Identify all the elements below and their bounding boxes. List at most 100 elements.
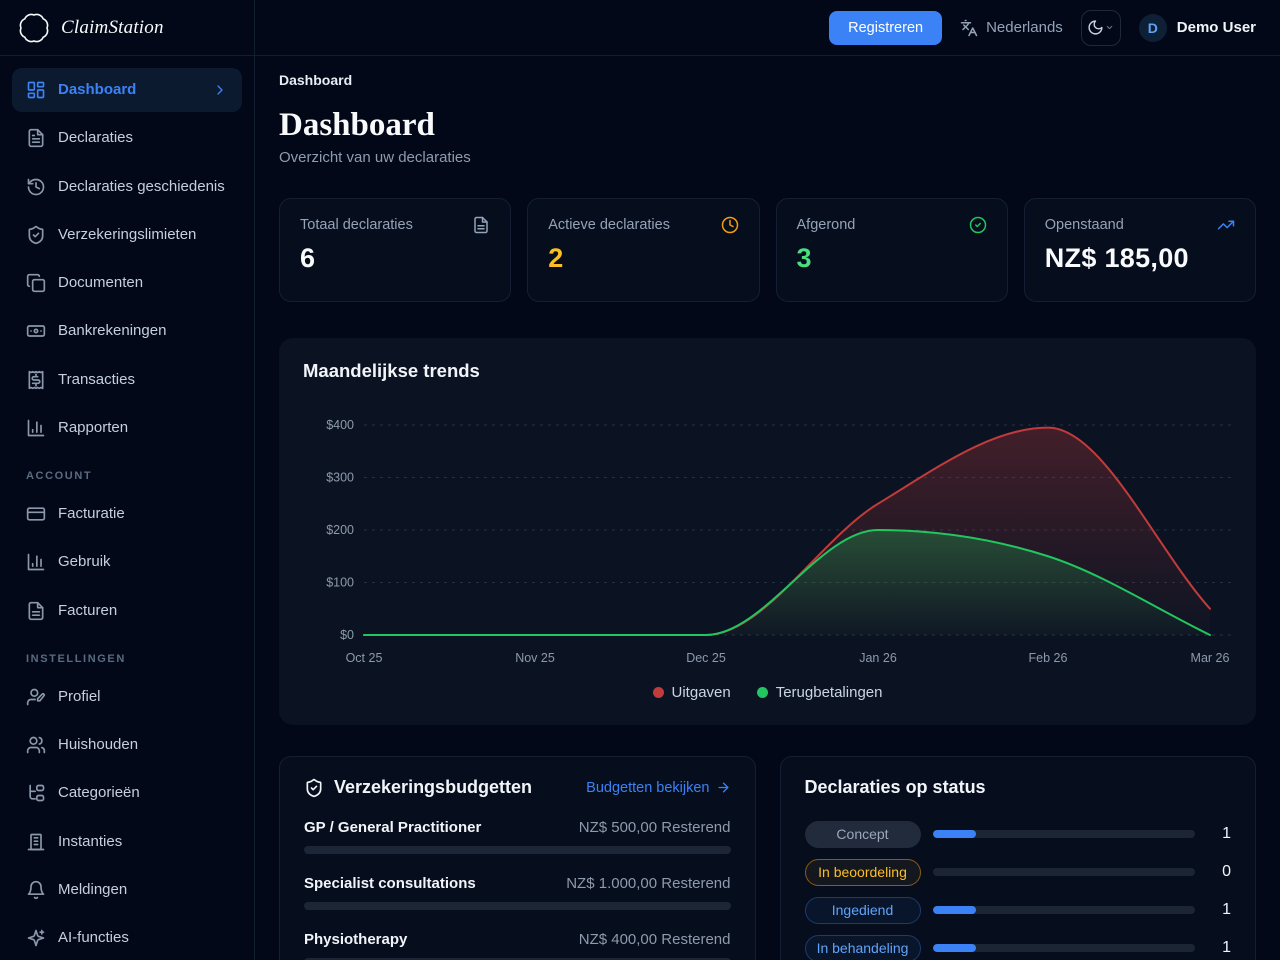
sidebar-item-declaraties[interactable]: Declaraties [12,116,242,160]
budget-name: GP / General Practitioner [304,819,482,836]
stat-card-actief: Actieve declaraties 2 [527,198,760,302]
stat-label: Openstaand [1044,217,1124,233]
copy-documents-icon [26,273,46,293]
trend-area-chart: $0 $100 $200 $300 $400 Oct 25 Nov 25 Dec 25 Jan … [326,418,1231,665]
bar-chart-icon [26,552,46,572]
stat-label: Actieve declaraties [548,217,670,233]
stat-card-totaal: Totaal declaraties 6 [279,198,512,302]
link-label: Budgetten bekijken [586,779,710,796]
svg-text:Feb 26: Feb 26 [1029,651,1068,665]
sidebar-item-huishouden[interactable]: Huishouden [12,723,242,767]
sidebar-item-label: Facturen [58,601,118,619]
theme-toggle-button[interactable] [1080,9,1121,46]
sparkles-icon [26,928,46,948]
user-menu[interactable]: D Demo User [1138,13,1256,42]
status-count: 1 [1222,825,1231,842]
sidebar-item-label: Verzekeringslimieten [58,225,197,243]
stat-card-openstaand: Openstaand NZ$ 185,00 [1023,198,1256,302]
status-badge: Concept [804,820,921,848]
monthly-trends-card: Maandelijkse trends $0 $100 $200 $300 $400 Oc… [279,338,1256,725]
stat-value: 6 [300,243,316,273]
sidebar-item-label: Transacties [58,370,135,388]
sidebar-item-label: Declaraties [58,129,134,147]
status-count: 1 [1222,901,1231,918]
topbar: Registreren Nederlands D Demo User [255,0,1280,56]
sidebar-item-rapporten[interactable]: Rapporten [12,406,242,450]
brand-logo[interactable]: ClaimStation [0,0,254,56]
sidebar-item-label: Categorieën [58,784,140,802]
sidebar-item-label: AI-functies [58,929,129,946]
status-count: 0 [1222,863,1231,880]
register-button[interactable]: Registreren [829,10,943,45]
svg-text:$100: $100 [326,576,354,590]
legend-label: Uitgaven [671,684,731,701]
sidebar-item-declaraties-geschiedenis[interactable]: Declaraties geschiedenis [12,165,242,209]
svg-text:$0: $0 [340,628,354,642]
sidebar-section-instellingen: INSTELLINGEN [26,652,126,665]
file-text-icon [26,601,46,621]
user-name: Demo User [1176,19,1256,36]
svg-text:Dec 25: Dec 25 [686,651,726,665]
sidebar-item-verzekeringslimieten[interactable]: Verzekeringslimieten [12,213,242,257]
bottom-panels: Verzekeringsbudgetten Budgetten bekijken… [279,756,1256,960]
sidebar-item-gebruik[interactable]: Gebruik [12,540,242,584]
sidebar-item-bankrekeningen[interactable]: Bankrekeningen [12,309,242,353]
svg-text:Nov 25: Nov 25 [515,651,555,665]
status-progress-track [932,868,1195,876]
bar-chart-icon [26,418,46,438]
budget-row: Physiotherapy NZ$ 400,00 Resterend [304,931,731,960]
chart-legend: Uitgaven Terugbetalingen [279,684,1256,701]
svg-text:Jan 26: Jan 26 [859,651,897,665]
breadcrumb[interactable]: Dashboard [279,72,353,88]
stat-label: Totaal declaraties [300,217,413,233]
page-title: Dashboard [279,107,435,143]
stat-value: NZ$ 185,00 [1044,243,1189,273]
language-selector[interactable]: Nederlands [960,19,1063,37]
building-icon [26,832,46,852]
svg-text:Oct 25: Oct 25 [346,651,383,665]
user-pen-icon [26,687,46,707]
chart-title: Maandelijkse trends [303,360,480,381]
trending-up-icon [1217,216,1235,234]
page-subtitle: Overzicht van uw declaraties [279,149,471,166]
budget-name: Physiotherapy [304,931,408,948]
avatar: D [1138,13,1167,42]
stat-card-afgerond: Afgerond 3 [775,198,1008,302]
svg-text:$400: $400 [326,418,354,432]
budget-remaining: NZ$ 400,00 Resterend [578,931,731,948]
sidebar-item-categorieen[interactable]: Categorieën [12,771,242,815]
sidebar-item-profiel[interactable]: Profiel [12,675,242,719]
sidebar-item-instanties[interactable]: Instanties [12,820,242,864]
sidebar-item-label: Instanties [58,832,123,850]
sidebar-section-account: ACCOUNT [26,470,93,482]
history-icon [26,177,46,197]
status-progress-track [932,830,1195,838]
status-progress-track [932,906,1195,914]
sidebar-item-label: Huishouden [58,736,139,753]
sidebar-item-dashboard[interactable]: Dashboard [12,68,242,113]
sidebar-item-documenten[interactable]: Documenten [12,261,242,305]
file-text-icon [26,128,46,148]
sidebar-item-meldingen[interactable]: Meldingen [12,868,242,912]
clock-icon [721,216,739,234]
budget-name: Specialist consultations [304,875,476,892]
list-tree-icon [26,783,46,803]
status-row-ingediend: Ingediend 1 [804,896,1231,924]
status-progress-fill [932,944,977,952]
page-content: Dashboard Dashboard Overzicht van uw dec… [255,56,1280,960]
sidebar-item-label: Declaraties geschiedenis [58,177,225,195]
legend-label: Terugbetalingen [775,684,883,701]
sidebar-item-transacties[interactable]: Transacties [12,358,242,402]
budget-progress-track [304,846,731,854]
status-progress-fill [932,906,977,914]
sidebar-item-ai-functies[interactable]: AI-functies [12,916,242,960]
sidebar-item-facturen[interactable]: Facturen [12,589,242,633]
budget-remaining: NZ$ 1.000,00 Resterend [566,875,731,892]
view-budgets-link[interactable]: Budgetten bekijken [586,780,730,796]
sidebar-item-facturatie[interactable]: Facturatie [12,492,242,536]
bell-icon [26,880,46,900]
status-badge: In beoordeling [804,858,921,886]
file-text-icon [472,216,490,234]
languages-icon [960,19,978,37]
shield-check-icon [26,225,46,245]
